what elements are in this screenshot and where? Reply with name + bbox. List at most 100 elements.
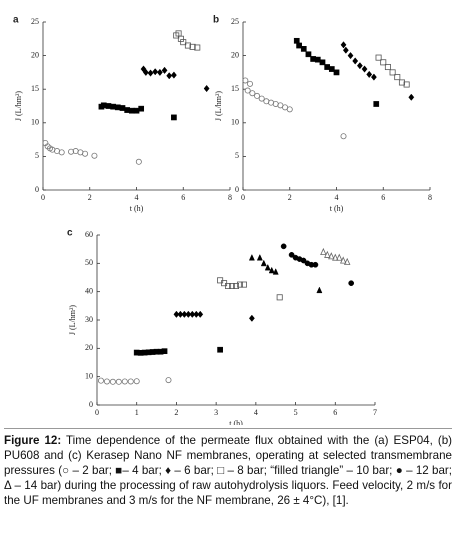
point xyxy=(128,107,135,114)
panel-label: a xyxy=(13,15,19,26)
x-tick-label: 5 xyxy=(294,408,298,417)
point xyxy=(189,43,196,50)
point xyxy=(142,68,149,76)
point xyxy=(152,68,159,76)
point xyxy=(286,106,293,113)
y-axis-label: J (L/hm²) xyxy=(214,91,223,122)
point xyxy=(394,74,401,81)
point xyxy=(264,263,271,271)
point xyxy=(109,378,116,385)
point xyxy=(156,68,163,76)
point xyxy=(249,90,256,97)
point xyxy=(240,281,247,288)
point xyxy=(82,150,89,157)
point xyxy=(314,56,321,63)
point xyxy=(197,310,204,318)
y-tick-label: 10 xyxy=(31,118,39,127)
x-tick-label: 2 xyxy=(88,193,92,202)
point xyxy=(310,56,316,62)
point xyxy=(260,259,267,267)
y-tick-label: 5 xyxy=(235,151,239,160)
y-axis-label: J (L/hm²) xyxy=(14,91,23,122)
point xyxy=(373,101,380,107)
point xyxy=(370,73,377,81)
panel-label: b xyxy=(213,15,219,26)
y-tick-label: 40 xyxy=(85,286,93,295)
x-tick-label: 2 xyxy=(174,408,178,417)
point xyxy=(336,253,343,261)
x-tick-label: 8 xyxy=(428,193,432,202)
y-tick-label: 0 xyxy=(235,185,239,194)
point xyxy=(184,42,191,49)
x-tick-label: 0 xyxy=(241,193,245,202)
x-axis-label: t (h) xyxy=(130,204,144,213)
point xyxy=(229,282,236,289)
point xyxy=(173,310,180,318)
point xyxy=(305,51,312,58)
y-tick-label: 0 xyxy=(89,400,93,409)
point xyxy=(324,250,331,258)
x-tick-label: 6 xyxy=(333,408,337,417)
point xyxy=(161,66,168,74)
point xyxy=(194,44,201,51)
point xyxy=(244,87,251,94)
point xyxy=(135,158,142,165)
point xyxy=(138,105,145,112)
point xyxy=(91,152,98,159)
y-tick-label: 25 xyxy=(31,17,39,26)
x-tick-label: 4 xyxy=(335,193,339,202)
y-tick-label: 25 xyxy=(231,17,239,26)
point xyxy=(248,253,255,261)
y-tick-label: 0 xyxy=(35,185,39,194)
caption-label: Figure 12: xyxy=(4,434,62,447)
point xyxy=(114,104,121,111)
point xyxy=(247,80,254,87)
point xyxy=(328,252,335,260)
point xyxy=(408,93,415,101)
point xyxy=(105,103,112,109)
point xyxy=(398,79,405,86)
point xyxy=(119,105,126,111)
point xyxy=(333,69,340,76)
y-tick-label: 20 xyxy=(31,50,39,59)
point xyxy=(288,251,295,258)
y-tick-label: 5 xyxy=(35,151,39,160)
x-axis-label: t (h) xyxy=(229,419,243,425)
y-axis-label: J (L/hm²) xyxy=(68,305,77,336)
y-tick-label: 10 xyxy=(231,118,239,127)
panel-label: c xyxy=(67,228,73,239)
point xyxy=(276,294,283,301)
point xyxy=(343,257,351,265)
point xyxy=(332,253,339,261)
point xyxy=(217,346,223,353)
point xyxy=(58,149,65,156)
point xyxy=(127,378,134,385)
point xyxy=(384,64,391,71)
y-tick-label: 50 xyxy=(85,258,93,267)
x-tick-label: 6 xyxy=(381,193,385,202)
y-tick-label: 15 xyxy=(31,84,39,93)
point xyxy=(356,62,363,70)
point xyxy=(340,41,347,49)
point xyxy=(316,286,323,294)
y-tick-label: 15 xyxy=(231,84,239,93)
point xyxy=(236,281,243,288)
x-axis-label: t (h) xyxy=(330,204,344,213)
point xyxy=(258,95,265,102)
x-tick-label: 4 xyxy=(254,408,258,417)
point xyxy=(380,59,387,66)
point xyxy=(340,256,347,264)
point xyxy=(280,243,287,250)
x-tick-label: 7 xyxy=(373,408,377,417)
point xyxy=(133,378,140,385)
point xyxy=(296,42,302,49)
point xyxy=(300,257,307,264)
point xyxy=(166,72,173,80)
point xyxy=(389,69,396,76)
y-tick-label: 10 xyxy=(85,371,93,380)
point xyxy=(177,310,184,318)
point xyxy=(68,148,75,155)
point xyxy=(347,52,354,60)
point xyxy=(272,268,279,275)
point xyxy=(189,310,196,318)
